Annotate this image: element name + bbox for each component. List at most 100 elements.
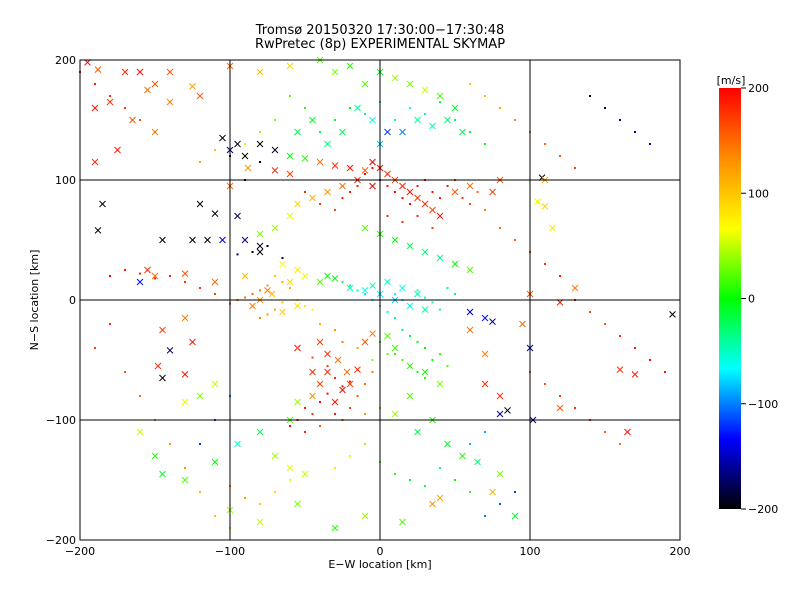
dot-marker <box>326 365 329 367</box>
dot-marker <box>634 347 636 349</box>
colorbar-tick-label: −200 <box>748 503 778 516</box>
dot-marker <box>311 413 314 415</box>
cross-marker <box>339 386 346 394</box>
dot-marker <box>94 83 96 85</box>
dot-marker <box>401 197 404 199</box>
cross-marker <box>256 140 264 148</box>
cross-marker <box>309 368 316 376</box>
cross-marker <box>204 236 211 244</box>
cross-marker <box>414 290 421 298</box>
cross-marker <box>421 368 429 376</box>
dot-marker <box>289 479 291 481</box>
dot-marker <box>364 173 366 175</box>
cross-marker <box>384 332 391 340</box>
cross-marker <box>331 524 339 532</box>
colorbar-ticks: 200 100 0 −100 −200 <box>741 82 778 516</box>
cross-marker <box>151 452 159 460</box>
dot-marker <box>334 467 336 469</box>
cross-marker <box>294 302 301 310</box>
dot-marker <box>514 491 516 493</box>
dot-marker <box>386 311 389 313</box>
dot-marker <box>244 143 246 145</box>
chart-subtitle: RwPretec (8p) EXPERIMENTAL SKYMAP <box>254 37 506 52</box>
dot-marker <box>274 275 276 277</box>
cross-marker <box>369 282 376 289</box>
dot-marker <box>514 119 516 121</box>
dot-marker <box>409 305 411 307</box>
cross-marker <box>159 470 166 478</box>
dot-marker <box>559 395 561 397</box>
cross-marker <box>496 392 504 400</box>
dot-marker <box>484 95 486 97</box>
cross-marker <box>331 68 339 76</box>
dot-marker <box>139 395 141 397</box>
cross-marker <box>234 140 241 148</box>
chart-title: Tromsø 20150320 17:30:00−17:30:48 <box>255 23 505 38</box>
dot-marker <box>349 107 351 109</box>
cross-marker <box>549 224 556 232</box>
cross-marker <box>489 188 496 196</box>
y-tick-label: 0 <box>69 294 76 307</box>
dot-marker <box>281 257 284 259</box>
cross-marker <box>211 458 219 466</box>
dot-marker <box>109 275 111 277</box>
cross-marker <box>286 212 294 220</box>
cross-marker <box>436 380 444 388</box>
dot-marker <box>446 287 449 289</box>
dot-marker <box>514 239 516 241</box>
cross-marker <box>91 158 99 166</box>
cross-marker <box>324 368 331 376</box>
cross-marker <box>421 200 429 208</box>
dot-marker <box>461 197 464 199</box>
cross-marker <box>481 350 489 358</box>
cross-marker <box>324 188 331 196</box>
dot-marker <box>394 473 396 475</box>
cross-marker <box>316 338 324 346</box>
dot-marker <box>251 293 254 295</box>
dot-marker <box>484 143 486 145</box>
x-tick-label: 100 <box>520 545 541 558</box>
dot-marker <box>266 245 269 247</box>
dot-marker <box>416 289 419 292</box>
dot-marker <box>199 161 201 163</box>
cross-marker <box>414 428 421 436</box>
dot-marker <box>394 119 396 121</box>
dot-marker <box>349 380 351 383</box>
cross-marker <box>459 452 466 460</box>
dot-marker <box>364 413 366 415</box>
dot-marker <box>454 479 456 481</box>
dot-marker <box>356 289 359 292</box>
dot-marker <box>484 209 486 211</box>
dot-marker <box>349 284 351 287</box>
dot-marker <box>416 185 419 187</box>
cross-marker <box>301 272 309 280</box>
cross-marker <box>94 227 102 234</box>
dot-marker <box>199 443 201 445</box>
dot-marker <box>424 113 426 115</box>
cross-marker <box>361 224 369 232</box>
dot-marker <box>334 209 336 211</box>
y-tick-label: 200 <box>55 54 76 67</box>
dot-marker <box>409 107 411 109</box>
dot-marker <box>169 443 171 445</box>
cross-marker <box>429 122 436 130</box>
dot-marker <box>289 95 291 97</box>
cross-marker <box>361 80 369 88</box>
cross-marker <box>489 488 496 496</box>
cross-marker <box>211 380 219 388</box>
dot-marker <box>401 329 404 331</box>
dot-marker <box>604 107 606 109</box>
dot-marker <box>319 401 321 403</box>
cross-marker <box>324 140 331 148</box>
cross-marker <box>159 236 166 244</box>
dot-marker <box>574 407 576 409</box>
cross-marker <box>264 287 271 294</box>
cross-marker <box>121 68 129 76</box>
dot-marker <box>304 107 306 109</box>
dot-marker <box>214 149 216 151</box>
cross-marker <box>361 512 369 520</box>
x-tick-label: −100 <box>215 545 245 558</box>
cross-marker <box>219 134 226 142</box>
dot-marker <box>589 95 591 97</box>
cross-marker <box>271 224 279 232</box>
